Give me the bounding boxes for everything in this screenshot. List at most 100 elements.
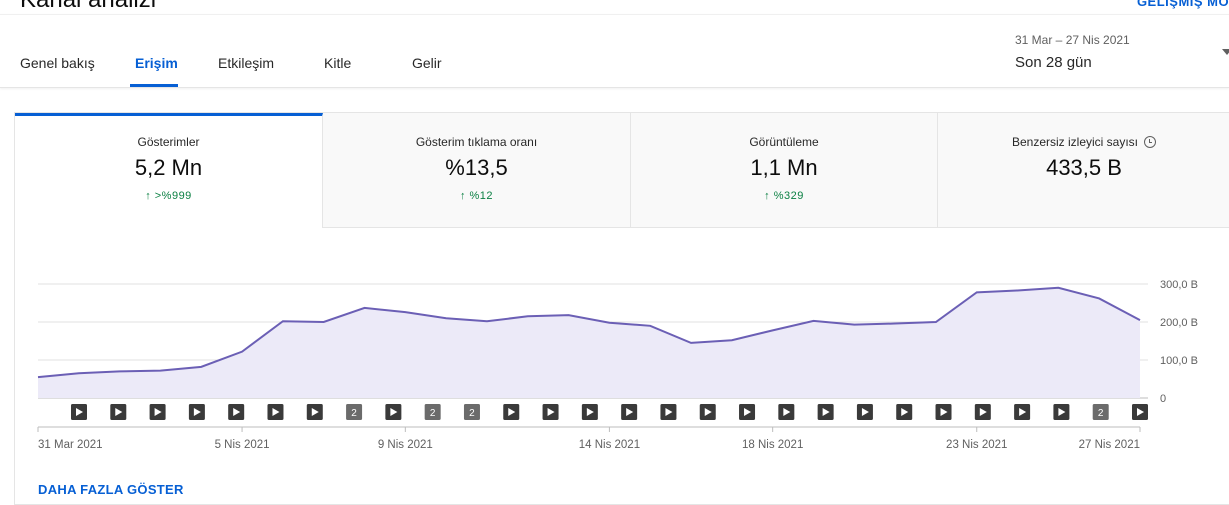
- video-marker-play-icon[interactable]: [660, 404, 677, 420]
- video-marker-play-icon[interactable]: [581, 404, 598, 420]
- play-icon: [233, 408, 241, 416]
- tab-bar: Genel bakış Erişim Etkileşim Kitle Gelir…: [0, 14, 1229, 88]
- video-marker-play-icon[interactable]: [1053, 404, 1070, 420]
- video-marker-play-icon[interactable]: [149, 404, 166, 420]
- marker-count-text: 2: [351, 408, 357, 419]
- video-marker-play-icon[interactable]: [817, 404, 834, 420]
- video-marker-play-icon[interactable]: [935, 404, 952, 420]
- play-icon: [940, 408, 948, 416]
- y-tick-label: 300,0 B: [1160, 279, 1198, 291]
- metric-tabs: Gösterimler 5,2 Mn ↑ >%999 Gösterim tıkl…: [15, 113, 1229, 228]
- video-marker-play-icon[interactable]: [739, 404, 756, 420]
- clock-icon: [1144, 136, 1157, 148]
- video-marker-count[interactable]: 2: [1092, 404, 1109, 420]
- metric-label-text: Benzersiz izleyici sayısı: [1011, 135, 1139, 149]
- play-icon: [508, 408, 516, 416]
- series-line: [37, 286, 1141, 379]
- metric-change: ↑ %329: [764, 190, 804, 202]
- video-marker-play-icon[interactable]: [621, 404, 638, 420]
- show-more-button[interactable]: DAHA FAZLA GÖSTER: [38, 482, 184, 497]
- area-fill: [38, 287, 1140, 398]
- metric-change: ↑ %12: [459, 190, 494, 202]
- play-icon: [154, 408, 162, 416]
- metrics-card: Gösterimler 5,2 Mn ↑ >%999 Gösterim tıkl…: [14, 112, 1229, 505]
- metric-value: 5,2 Mn: [134, 155, 203, 180]
- play-icon: [76, 408, 83, 416]
- y-tick-label: 100,0 B: [1160, 355, 1198, 367]
- video-marker-play-icon[interactable]: [542, 404, 559, 420]
- x-tick-label: 18 Nis 2021: [742, 439, 803, 451]
- play-icon: [390, 408, 398, 416]
- metric-impressions[interactable]: Gösterimler 5,2 Mn ↑ >%999: [15, 113, 323, 228]
- play-icon: [861, 408, 869, 416]
- play-icon: [744, 408, 752, 416]
- date-range-selector[interactable]: 31 Mar – 27 Nis 2021 Son 28 gün: [1015, 33, 1130, 71]
- video-marker-play-icon[interactable]: [267, 404, 284, 420]
- play-icon: [1019, 408, 1027, 416]
- play-icon: [783, 408, 791, 416]
- video-marker-count[interactable]: 2: [424, 404, 441, 420]
- dropdown-caret-icon[interactable]: [1222, 49, 1229, 55]
- video-marker-play-icon[interactable]: [385, 404, 402, 420]
- play-icon: [704, 408, 712, 416]
- metric-label: Gösterim tıklama oranı: [415, 135, 538, 149]
- marker-box: [1092, 404, 1109, 420]
- advanced-mode-link[interactable]: GELİŞMİŞ MOD: [1136, 0, 1229, 9]
- tab-reach[interactable]: Erişim: [135, 55, 178, 71]
- video-marker-count[interactable]: 2: [463, 404, 480, 420]
- play-icon: [626, 408, 634, 416]
- chart-svg: 0 100,0 B 200,0 B 300,0 B 2 2 2 2 31 Mar 2021 5 N…: [37, 279, 1198, 451]
- video-marker-play-icon[interactable]: [699, 404, 716, 420]
- tab-engagement[interactable]: Etkileşim: [218, 55, 275, 71]
- active-tab-indicator: [130, 84, 178, 87]
- date-range-label: Son 28 gün: [1015, 54, 1092, 71]
- x-tick-label: 23 Nis 2021: [946, 439, 1007, 451]
- play-icon: [1058, 408, 1066, 416]
- play-icon: [115, 408, 123, 416]
- x-tick-label: 27 Nis 2021: [1079, 439, 1140, 451]
- video-marker-play-icon[interactable]: [778, 404, 795, 420]
- metric-ctr[interactable]: Gösterim tıklama oranı %13,5 ↑ %12: [323, 113, 631, 228]
- video-marker-play-icon[interactable]: [1132, 404, 1148, 420]
- metric-views[interactable]: Görüntüleme 1,1 Mn ↑ %329: [631, 113, 938, 228]
- x-tick-label: 14 Nis 2021: [579, 439, 640, 451]
- tab-overview[interactable]: Genel bakış: [20, 55, 95, 71]
- tab-revenue[interactable]: Gelir: [412, 55, 442, 71]
- play-icon: [311, 408, 319, 416]
- metric-change: ↑ >%999: [145, 190, 192, 202]
- metric-value: 433,5 B: [1046, 155, 1122, 180]
- tab-audience[interactable]: Kitle: [324, 55, 352, 71]
- video-marker-play-icon[interactable]: [71, 404, 87, 420]
- metric-unique-viewers[interactable]: Benzersiz izleyici sayısı 433,5 B: [938, 113, 1229, 228]
- video-marker-play-icon[interactable]: [110, 404, 127, 420]
- marker-box: [463, 404, 480, 420]
- play-icon: [1137, 408, 1144, 416]
- metric-label: Görüntüleme: [749, 135, 819, 149]
- video-marker-play-icon[interactable]: [306, 404, 323, 420]
- play-icon: [822, 408, 830, 416]
- marker-count-text: 2: [469, 408, 475, 419]
- video-marker-play-icon[interactable]: [974, 404, 991, 420]
- x-tick-label: 9 Nis 2021: [378, 439, 433, 451]
- marker-box: [424, 404, 441, 420]
- x-tick-label: 5 Nis 2021: [215, 439, 270, 451]
- video-marker-play-icon[interactable]: [228, 404, 245, 420]
- video-marker-play-icon[interactable]: [503, 404, 520, 420]
- video-marker-play-icon[interactable]: [896, 404, 913, 420]
- y-tick-label: 200,0 B: [1160, 317, 1198, 329]
- marker-box: [346, 404, 363, 420]
- video-marker-count[interactable]: 2: [346, 404, 363, 420]
- play-icon: [979, 408, 987, 416]
- y-tick-label: 0: [1160, 393, 1166, 405]
- metric-value: 1,1 Mn: [750, 155, 818, 180]
- video-marker-play-icon[interactable]: [1014, 404, 1031, 420]
- video-marker-play-icon[interactable]: [188, 404, 205, 420]
- metric-label: Gösterimler: [137, 135, 200, 149]
- play-icon: [547, 408, 555, 416]
- marker-count-text: 2: [430, 408, 436, 419]
- play-icon: [665, 408, 673, 416]
- page-title: Kanal analizi: [20, 0, 156, 14]
- play-icon: [586, 408, 594, 416]
- video-marker-play-icon[interactable]: [856, 404, 873, 420]
